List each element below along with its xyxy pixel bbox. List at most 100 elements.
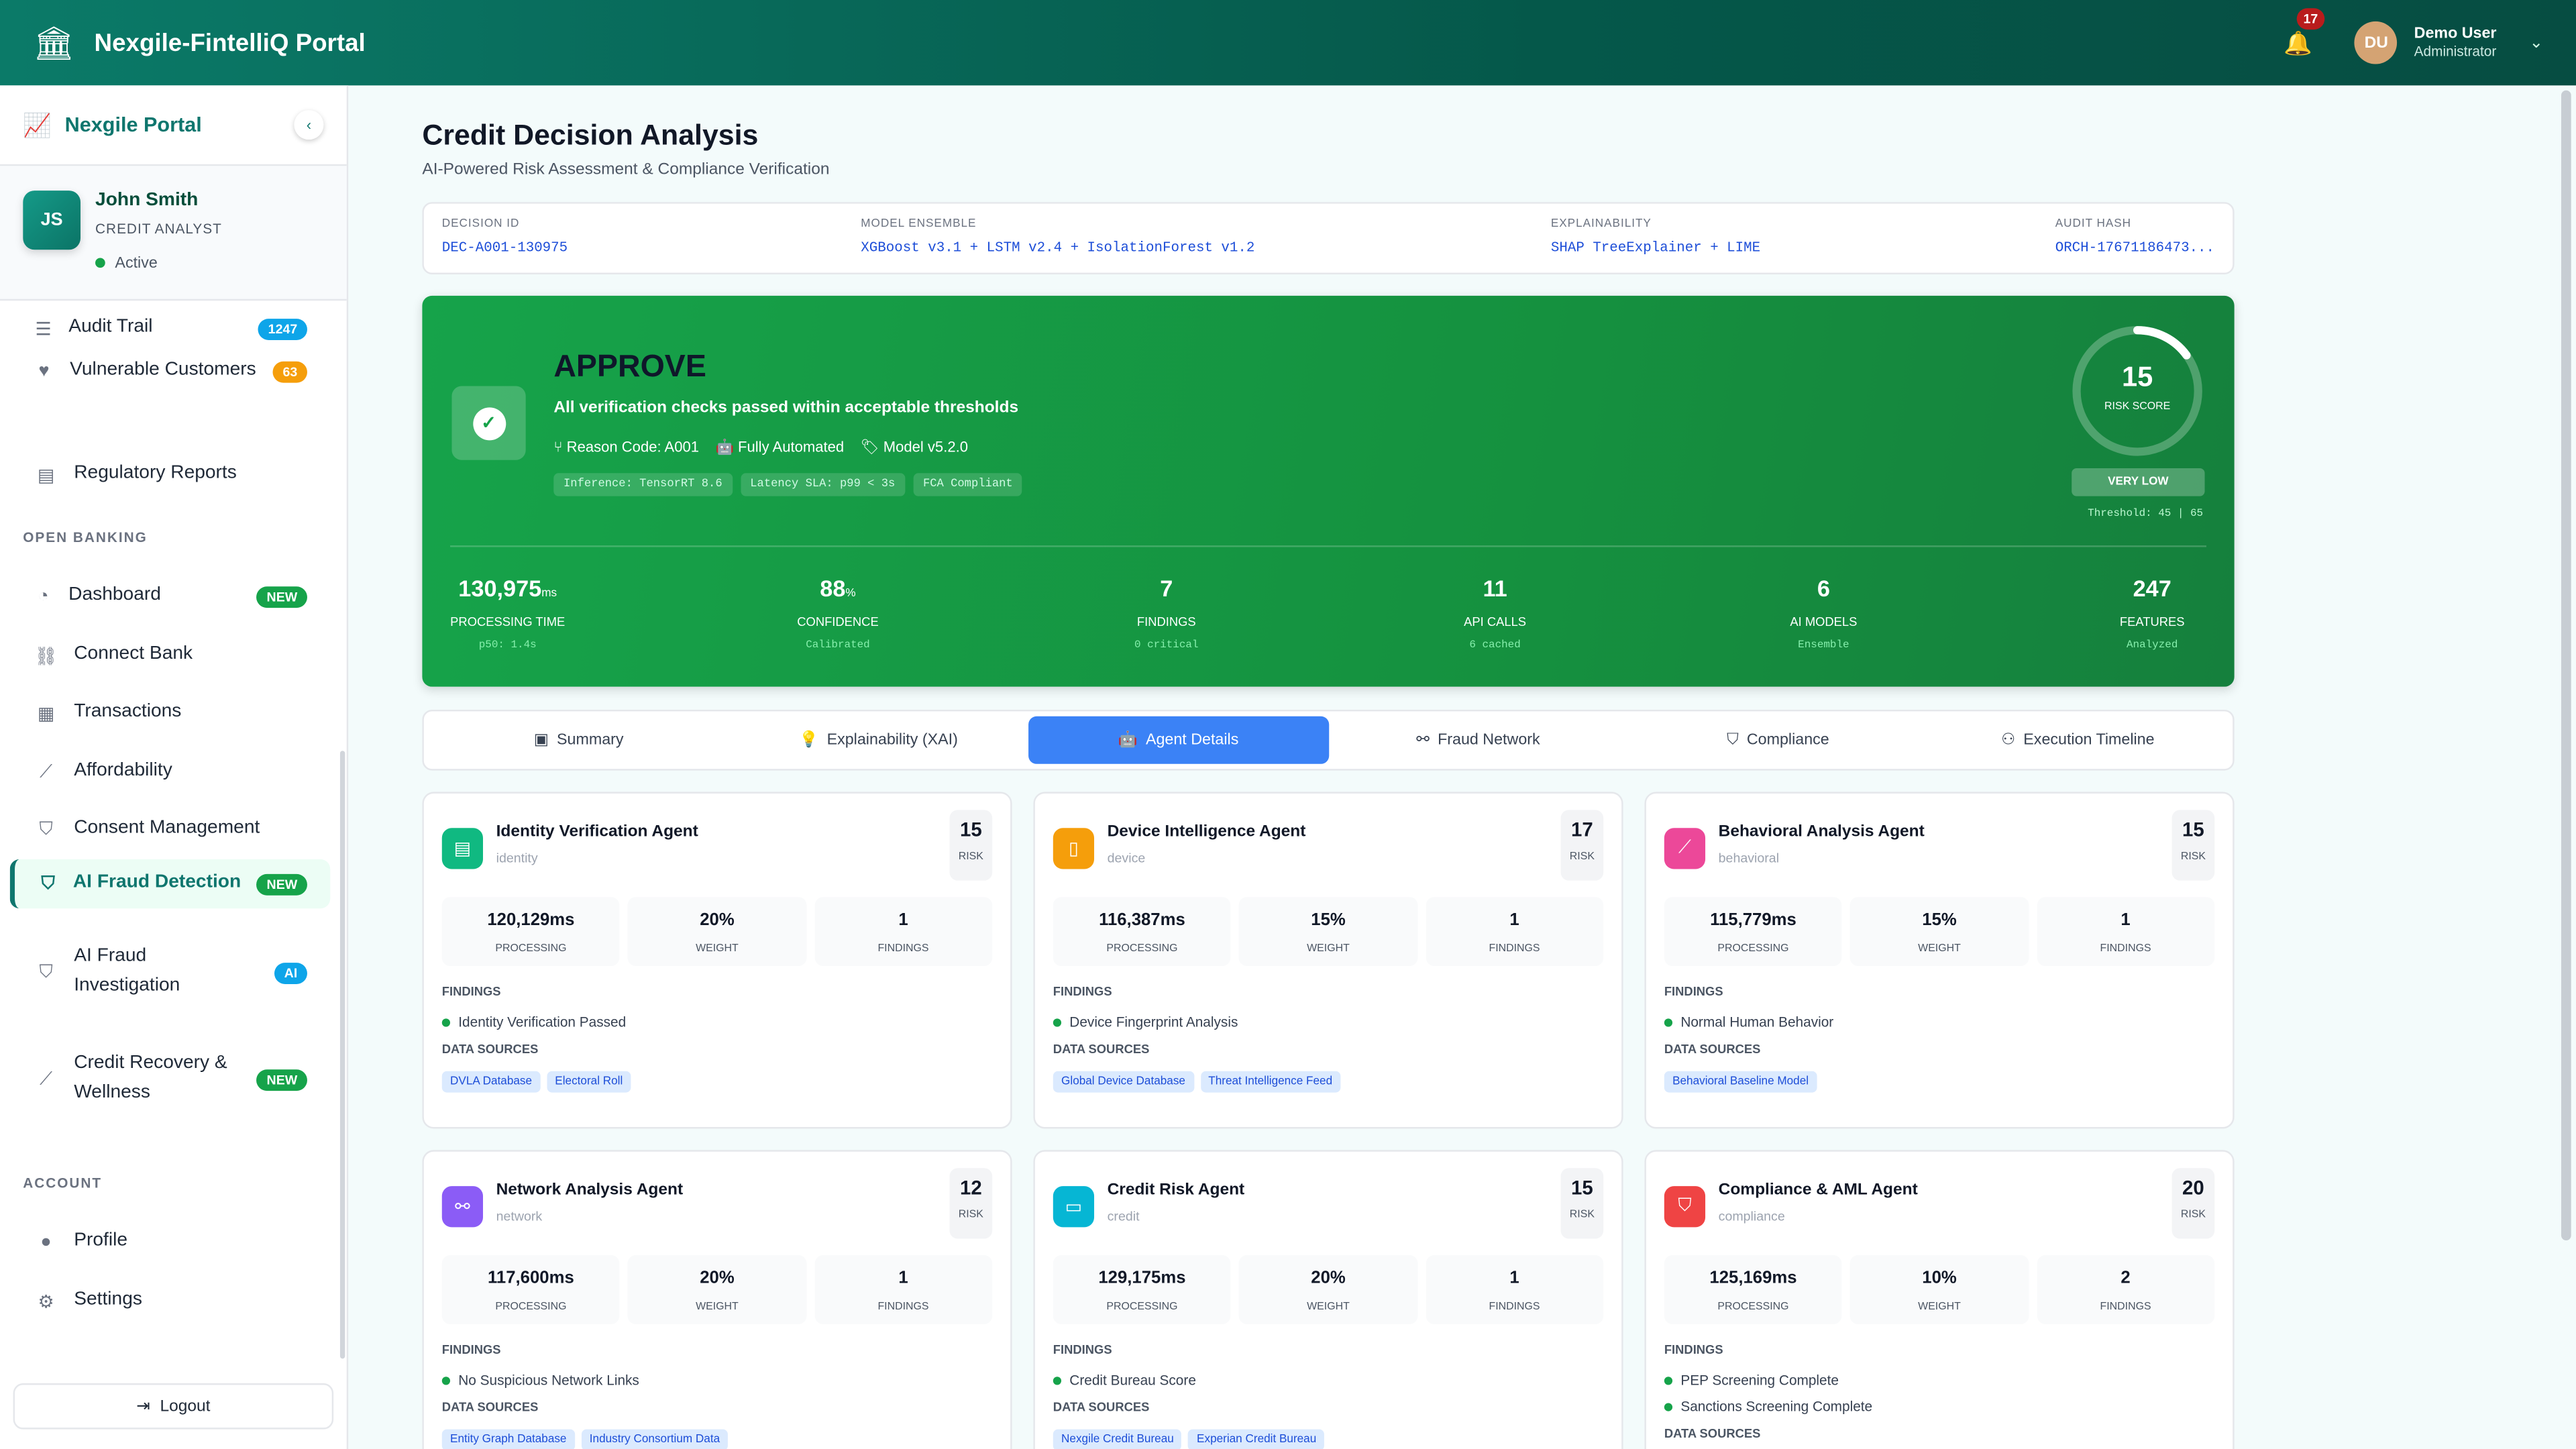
sidebar-item-vulnerable-customers[interactable]: ♥ Vulnerable Customers 63 <box>10 347 331 396</box>
chevron-down-icon[interactable]: ⌄ <box>2529 34 2544 52</box>
notification-count: 17 <box>2296 7 2325 29</box>
page-title: Credit Decision Analysis <box>422 118 759 152</box>
agent-type: identity <box>496 851 538 866</box>
risk-score-label: RISK SCORE <box>2104 400 2171 413</box>
sidebar-item-settings[interactable]: ⚙ Settings <box>10 1277 331 1326</box>
tab-fraud-network[interactable]: ⚯ Fraud Network <box>1416 731 1540 749</box>
sidebar-item-label: Connect Bank <box>74 644 193 664</box>
credit-card-icon: ▭ <box>1053 1186 1095 1228</box>
metric-findings: 1 FINDINGS <box>814 897 993 967</box>
link-icon: ⛓ <box>34 646 58 667</box>
sidebar-badge: NEW <box>256 873 307 895</box>
data-source-tag: Global Device Database <box>1053 1071 1194 1093</box>
sidebar-item-label: Settings <box>74 1289 142 1310</box>
top-header: 🏛 Nexgile-FintelliQ Portal 🔔 17 DU Demo … <box>0 0 2576 86</box>
shield-icon: ⛉ <box>39 961 53 982</box>
agent-risk: 15 RISK <box>2171 810 2215 881</box>
info-audit-hash: AUDIT HASH ORCH-17671186473... <box>2055 218 2215 257</box>
finding-item: No Suspicious Network Links <box>441 1367 729 1393</box>
logout-icon: ⇥ <box>136 1397 150 1415</box>
sidebar-item-credit-recovery-wellness[interactable]: ⟋ Credit Recovery & Wellness NEW <box>10 1036 331 1122</box>
decision-verdict: APPROVE <box>553 350 706 385</box>
section-account: ACCOUNT <box>23 1175 103 1191</box>
mobile-icon: ▯ <box>1053 828 1095 869</box>
tab-summary[interactable]: ▣ Summary <box>533 731 624 749</box>
tab-execution-timeline[interactable]: ⚇ Execution Timeline <box>2001 731 2155 749</box>
sidebar-item-consent-management[interactable]: ⛉ Consent Management <box>10 805 331 854</box>
user-name: Demo User <box>2414 24 2497 43</box>
data-sources-heading: DATA SOURCES <box>1664 1041 1761 1057</box>
risk-score-gauge <box>2072 326 2202 456</box>
network-icon: ⚯ <box>441 1186 484 1228</box>
user-avatar[interactable]: DU <box>2355 21 2398 64</box>
user-role: CREDIT ANALYST <box>95 220 222 237</box>
chart-line-icon: ⟋ <box>40 761 52 782</box>
bank-icon: 🏛 <box>32 25 75 62</box>
finding-item: Normal Human Behavior <box>1664 1009 1833 1035</box>
section-open-banking: OPEN BANKING <box>23 529 148 546</box>
sidebar-item-profile[interactable]: ● Profile <box>10 1218 331 1267</box>
id-card-icon: ▤ <box>441 828 484 869</box>
agent-card-device[interactable]: ▯ Device Intelligence Agent device 17 RIS… <box>1033 792 1623 1129</box>
sidebar-item-dashboard[interactable]: ◔ Dashboard NEW <box>10 572 331 621</box>
metric-weight: 20% WEIGHT <box>628 1255 806 1324</box>
agent-name: Device Intelligence Agent <box>1107 822 1306 841</box>
decision-message: All verification checks passed within ac… <box>553 399 1019 418</box>
sidebar-scrollbar[interactable] <box>339 751 345 1359</box>
sidebar-item-regulatory-reports[interactable]: ▤ Regulatory Reports <box>10 450 331 499</box>
tab-explainability-xai[interactable]: 💡 Explainability (XAI) <box>799 731 958 749</box>
collapse-sidebar-button[interactable]: ‹ <box>294 110 324 140</box>
agent-card-behavioral[interactable]: ⟋ Behavioral Analysis Agent behavioral 1… <box>1644 792 2235 1129</box>
agent-card-credit[interactable]: ▭ Credit Risk Agent credit 15 RISK 129,17… <box>1033 1150 1623 1449</box>
tab-compliance[interactable]: ⛉ Compliance <box>1727 731 1829 749</box>
sidebar-item-label: Dashboard <box>68 585 161 605</box>
notifications-button[interactable]: 🔔 17 <box>2284 7 2325 57</box>
data-sources-heading: DATA SOURCES <box>1053 1041 1150 1057</box>
logout-button[interactable]: ⇥ Logout <box>13 1383 334 1430</box>
data-sources-heading: DATA SOURCES <box>1664 1426 1761 1441</box>
metric-findings: 2 FINDINGS <box>2036 1255 2215 1324</box>
data-source-tag: Threat Intelligence Feed <box>1199 1071 1341 1093</box>
agent-card-identity[interactable]: ▤ Identity Verification Agent identity 1… <box>422 792 1012 1129</box>
agent-card-compliance[interactable]: ⛉ Compliance & AML Agent compliance 20 RI… <box>1644 1150 2235 1449</box>
finding-item: Credit Bureau Score <box>1053 1367 1325 1393</box>
agent-type: network <box>496 1209 543 1224</box>
data-sources-heading: DATA SOURCES <box>441 1041 539 1057</box>
data-source-tag: Experian Credit Bureau <box>1188 1429 1325 1449</box>
sidebar-item-ai-fraud-detection[interactable]: ⛉ AI Fraud Detection NEW <box>9 859 331 909</box>
sidebar-item-label: Transactions <box>74 701 182 722</box>
heart-icon: ♥ <box>38 361 50 382</box>
data-source-tag: Electoral Roll <box>547 1071 631 1093</box>
reason-code: ⑂ Reason Code: A001 <box>553 438 699 455</box>
sidebar-item-transactions[interactable]: ▦ Transactions <box>10 688 331 737</box>
agent-name: Compliance & AML Agent <box>1718 1181 1918 1199</box>
findings-heading: FINDINGS <box>1053 983 1112 999</box>
agent-name: Identity Verification Agent <box>496 822 698 841</box>
sitemap-icon: ⚇ <box>2001 731 2016 749</box>
decision-tag: Latency SLA: p99 < 3s <box>740 473 906 496</box>
stat-ai-models: 6 AI MODELS Ensemble <box>1790 575 1858 651</box>
sidebar-item-affordability[interactable]: ⟋ Affordability <box>10 747 331 796</box>
sidebar-item-ai-fraud-investigation[interactable]: ⛉ AI Fraud Investigation AI <box>10 930 331 1015</box>
sidebar-item-connect-bank[interactable]: ⛓ Connect Bank <box>10 631 331 680</box>
app-title: Nexgile-FintelliQ Portal <box>94 28 366 57</box>
findings-heading: FINDINGS <box>441 1342 501 1357</box>
clipboard-icon: ▣ <box>533 731 549 749</box>
status-badge: Active <box>95 255 158 273</box>
sidebar-item-audit-trail[interactable]: ☰ Audit Trail 1247 <box>10 304 331 353</box>
list-check-icon: ☰ <box>35 319 52 339</box>
finding-item: Sanctions Screening Complete <box>1664 1393 1872 1419</box>
user-menu[interactable]: Demo User Administrator <box>2414 24 2497 59</box>
agent-card-network[interactable]: ⚯ Network Analysis Agent network 12 RISK … <box>422 1150 1012 1449</box>
model-version: 🏷 Model v5.2.0 <box>860 438 968 455</box>
risk-score-value: 15 <box>2121 361 2153 393</box>
tab-agent-details[interactable]: 🤖 Agent Details <box>1028 716 1329 764</box>
page-scrollbar[interactable] <box>2561 90 2571 1240</box>
sidebar-item-label: Vulnerable Customers <box>70 360 256 380</box>
agent-risk: 12 RISK <box>949 1168 993 1239</box>
shield-icon: ⛉ <box>41 873 55 894</box>
metric-findings: 1 FINDINGS <box>1425 1255 1604 1324</box>
sidebar-badge: 1247 <box>258 317 307 339</box>
data-sources-heading: DATA SOURCES <box>441 1399 539 1415</box>
metric-processing: 129,175ms PROCESSING <box>1053 1255 1232 1324</box>
